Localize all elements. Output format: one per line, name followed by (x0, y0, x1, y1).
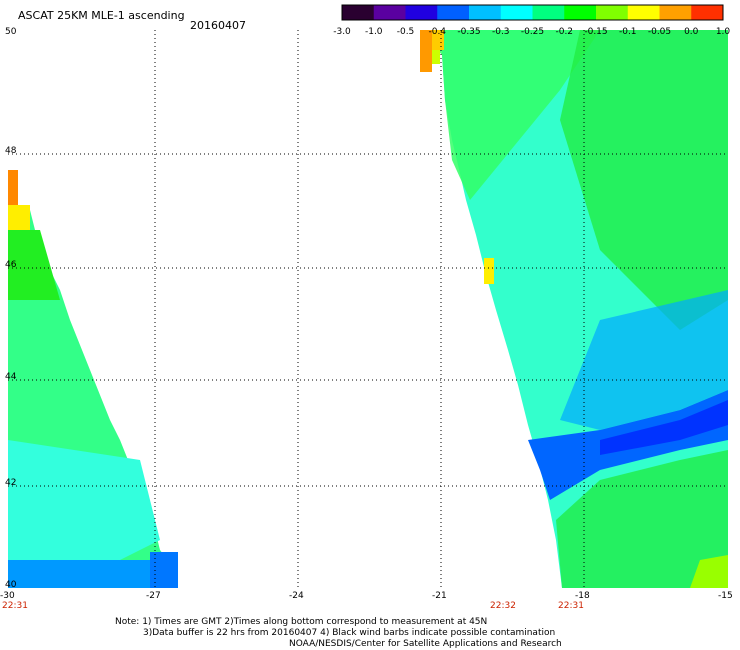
colorbar-swatch (532, 5, 565, 20)
lon-tick-minus21: -21 (432, 591, 447, 601)
colorbar-label: -0.25 (520, 27, 545, 37)
note-line-3: NOAA/NESDIS/Center for Satellite Applica… (289, 639, 562, 649)
lat-tick-44: 44 (5, 372, 17, 382)
lat-tick-42: 42 (5, 478, 17, 488)
lon-tick-minus30: -30 (0, 591, 15, 601)
colorbar-label: -0.1 (618, 27, 637, 37)
colorbar-swatch (405, 5, 438, 20)
colorbar-label: -0.5 (396, 27, 415, 37)
colorbar-swatch (373, 5, 406, 20)
colorbar-border (341, 4, 724, 21)
lon-tick-minus18: -18 (575, 591, 590, 601)
note-line-2: 3)Data buffer is 22 hrs from 20160407 4)… (143, 628, 556, 638)
lon-tick-minus24: -24 (289, 591, 304, 601)
colorbar-label: -0.4 (428, 27, 447, 37)
colorbar-label: -0.05 (647, 27, 672, 37)
pass-time-mid: 22:32 (490, 601, 516, 611)
note-line-1: Note: 1) Times are GMT 2)Times along bot… (115, 617, 488, 627)
colorbar-swatch (500, 5, 533, 20)
lat-tick-48: 48 (5, 146, 17, 156)
colorbar-swatch (691, 5, 724, 20)
product-title: ASCAT 25KM MLE-1 ascending (18, 9, 185, 22)
colorbar-swatch (469, 5, 502, 20)
pass-time-right: 22:31 (558, 601, 584, 611)
colorbar-swatch (564, 5, 597, 20)
graticule (8, 30, 728, 588)
lat-tick-50: 50 (5, 27, 17, 37)
lon-tick-minus15: -15 (718, 591, 733, 601)
lat-tick-40: 40 (5, 580, 17, 590)
colorbar-label: -1.0 (364, 27, 383, 37)
left-swath (8, 170, 178, 588)
colorbar-label: -3.0 (333, 27, 351, 37)
colorbar-swatch (627, 5, 660, 20)
colorbar (341, 4, 724, 21)
colorbar-label: -0.15 (584, 27, 608, 37)
right-swath (420, 30, 728, 588)
product-date: 20160407 (190, 19, 246, 32)
colorbar-label: 0.0 (684, 27, 699, 37)
colorbar-label: 1.0 (715, 27, 731, 37)
lat-tick-46: 46 (5, 260, 17, 270)
colorbar-label: -0.35 (457, 27, 481, 37)
pass-time-left: 22:31 (2, 601, 28, 611)
colorbar-swatch (437, 5, 470, 20)
colorbar-label: -0.2 (555, 27, 574, 37)
colorbar-swatch (342, 5, 375, 20)
lon-tick-minus27: -27 (146, 591, 161, 601)
colorbar-swatch (596, 5, 629, 20)
colorbar-swatch (659, 5, 692, 20)
colorbar-label: -0.3 (491, 27, 510, 37)
